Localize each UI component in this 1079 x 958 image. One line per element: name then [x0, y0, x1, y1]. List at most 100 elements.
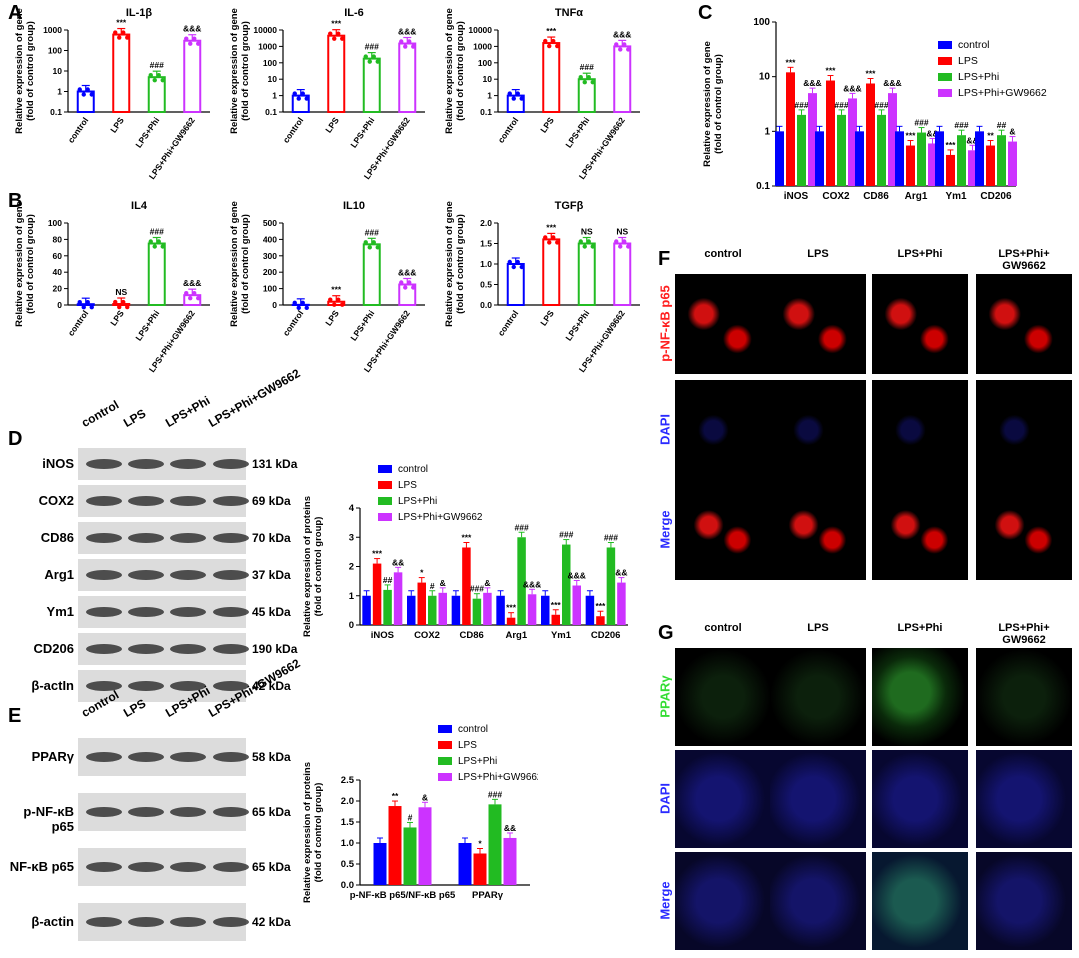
bar [472, 598, 482, 625]
blot-strip [78, 522, 249, 554]
data-point [125, 35, 130, 40]
bar [786, 72, 795, 186]
bar [451, 595, 461, 625]
significance-label: ### [470, 584, 484, 594]
significance-label: *** [866, 68, 877, 78]
x-tick-label: PPARγ [472, 890, 504, 901]
significance-label: ** [987, 131, 994, 141]
blot-band [128, 496, 164, 506]
bar [613, 45, 632, 113]
significance-label: &&& [523, 579, 541, 589]
legend-entry: LPS+Phi [458, 756, 497, 767]
legend-swatch [438, 757, 452, 765]
data-point [332, 36, 337, 41]
y-tick-label: 1 [272, 91, 277, 101]
chart-e-protein-expression: 0.0 0.5 1.0 1.5 2.0 2.5 Relative expression of… [302, 724, 538, 903]
blot-band [213, 607, 249, 617]
bar [562, 544, 571, 625]
y-tick-label: 10000 [468, 25, 492, 35]
y-tick-label: 1000 [473, 41, 492, 51]
bar [613, 242, 632, 306]
blot-row-label: β-actin [31, 914, 74, 929]
blot-band [170, 533, 206, 543]
data-point [586, 75, 591, 80]
significance-label: *** [116, 18, 127, 28]
legend-entry: control [398, 464, 428, 475]
blot-band [213, 496, 249, 506]
y-tick-label: 40 [53, 267, 63, 277]
blot-strip [78, 670, 249, 702]
lane-header: LPS [121, 406, 149, 430]
significance-label: & [484, 578, 490, 588]
micro-tile [675, 480, 771, 580]
data-point [196, 295, 201, 301]
bar [183, 39, 202, 113]
blot-band [213, 752, 249, 762]
bar [935, 131, 944, 186]
y-tick-label: 1 [57, 87, 62, 97]
significance-label: && [966, 135, 978, 145]
bar [503, 837, 517, 885]
bar [428, 595, 437, 625]
data-point [296, 305, 301, 311]
significance-label: ### [150, 227, 164, 237]
blot-kda-label: 69 kDa [252, 494, 291, 508]
bar [403, 827, 417, 885]
microscopy-g: control LPS LPS+Phi LPS+Phi+ GW9662 PPARγ DAP… [640, 622, 1079, 958]
data-point [511, 96, 516, 101]
micro-tile [872, 852, 968, 950]
blot-kda-label: 45 kDa [252, 605, 291, 619]
bar [986, 145, 995, 186]
bar [407, 595, 416, 625]
data-point [622, 239, 627, 244]
blot-band [128, 807, 164, 817]
significance-label: *** [946, 140, 957, 150]
data-point [371, 54, 376, 59]
data-point [547, 43, 552, 49]
chart-il6: 0.1 1 10 100 1000 10000 Relative expression of… [229, 7, 425, 181]
significance-label: ## [383, 575, 393, 585]
micro-row-label: p-NF-κB p65 [657, 285, 673, 362]
significance-label: ### [580, 62, 594, 72]
panel-letter-d: D [8, 428, 23, 450]
micro-row-label: DAPI [657, 413, 673, 446]
y-tick-label: 2 [349, 562, 354, 573]
x-tick-label: COX2 [822, 191, 850, 202]
micro-tile [976, 750, 1072, 848]
data-point [85, 87, 90, 92]
legend-entry: LPS+Phi+GW9662 [398, 512, 483, 523]
data-point [618, 244, 623, 249]
significance-label: ### [954, 120, 968, 130]
micro-column-header: LPS [807, 622, 829, 634]
x-tick-label: p-NF-κB p65/NF-κB p65 [350, 890, 456, 901]
bar [775, 131, 784, 186]
y-tick-label: 1.5 [341, 817, 355, 828]
blot-kda-label: 42 kDa [252, 679, 291, 693]
data-point [152, 244, 157, 249]
legend-entry: LPS+Phi [398, 496, 437, 507]
micro-column-header: LPS+Phi [897, 622, 943, 634]
data-point [586, 239, 591, 244]
blot-band [86, 917, 122, 927]
significance-label: *** [786, 57, 797, 67]
bar [968, 150, 977, 186]
significance-label: &&& [183, 24, 201, 34]
legend-swatch [938, 89, 952, 97]
micro-column-header: control [704, 248, 742, 260]
y-tick-label: 1.0 [480, 259, 492, 269]
chart-title: IL-6 [344, 7, 364, 19]
data-point [89, 304, 94, 310]
significance-label: ### [604, 532, 618, 542]
y-axis-label: (fold of control group) [455, 21, 466, 121]
significance-label: *** [546, 26, 557, 36]
data-point [184, 36, 189, 41]
blot-band [86, 459, 122, 469]
y-axis-label: Relative expression of gene [702, 41, 713, 167]
blot-row-label: β-actIn [31, 678, 74, 693]
blot-row-label: COX2 [38, 493, 74, 508]
data-point [85, 299, 90, 305]
y-tick-label: 80 [53, 234, 63, 244]
micro-column-header: control [704, 622, 742, 634]
data-point [304, 96, 309, 101]
data-point [125, 304, 130, 310]
